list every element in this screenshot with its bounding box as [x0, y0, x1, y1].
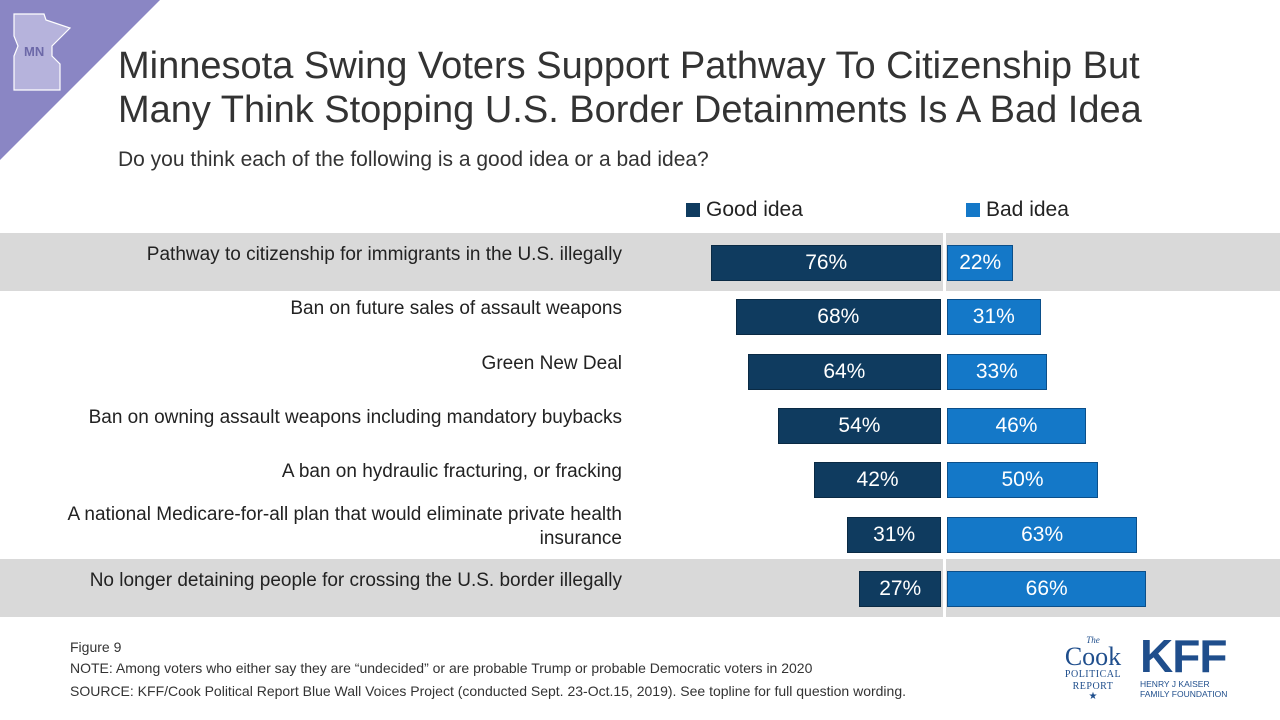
- legend-bad-label: Bad idea: [986, 198, 1069, 221]
- category-label: A national Medicare-for-all plan that wo…: [67, 503, 622, 549]
- category-label: Ban on future sales of assault weapons: [290, 298, 622, 320]
- bar-bad-idea: 50%: [947, 462, 1098, 499]
- legend-bad-swatch: [966, 203, 980, 217]
- category-label: Ban on owning assault weapons including …: [88, 406, 622, 428]
- bar-good-idea: 27%: [859, 570, 941, 607]
- kff-name: KFF: [1140, 630, 1227, 682]
- bar-good-idea: 68%: [735, 299, 941, 336]
- cook-line-1: POLITICAL: [1064, 669, 1122, 680]
- category-label: A ban on hydraulic fracturing, or fracki…: [281, 461, 622, 483]
- bar-good-idea: 54%: [777, 407, 941, 444]
- bar-good-idea: 42%: [814, 462, 941, 499]
- legend-bad: Bad idea: [966, 197, 1069, 223]
- figure-number: Figure 9: [70, 639, 122, 655]
- legend-good-swatch: [686, 203, 700, 217]
- bar-bad-idea: 66%: [947, 570, 1147, 607]
- minnesota-shape-icon: [13, 13, 72, 91]
- bar-good-idea: 64%: [747, 353, 941, 390]
- kff-line-1: HENRY J KAISER: [1140, 679, 1210, 689]
- kff-logo: KFF HENRY J KAISER FAMILY FOUNDATION: [1140, 633, 1227, 699]
- cook-line-2: REPORT: [1072, 681, 1114, 692]
- bar-bad-idea: 63%: [947, 516, 1138, 553]
- footer-note: NOTE: Among voters who either say they a…: [70, 660, 813, 676]
- category-label: No longer detaining people for crossing …: [89, 569, 622, 591]
- bar-bad-idea: 31%: [947, 299, 1041, 336]
- bar-bad-idea: 46%: [947, 407, 1086, 444]
- state-badge: MN: [24, 44, 44, 59]
- title-line-1: Minnesota Swing Voters Support Pathway T…: [118, 45, 1140, 87]
- center-divider: [943, 233, 946, 621]
- legend-good: Good idea: [686, 197, 803, 223]
- bar-good-idea: 31%: [847, 516, 941, 553]
- legend-good-label: Good idea: [706, 198, 803, 221]
- cook-the: The: [1086, 635, 1100, 645]
- page-title: Minnesota Swing Voters Support Pathway T…: [118, 44, 1238, 132]
- bar-bad-idea: 22%: [947, 245, 1014, 281]
- category-label: Green New Deal: [481, 352, 622, 374]
- cook-political-report-logo: The Cook POLITICAL REPORT ★: [1058, 636, 1128, 702]
- title-line-2: Many Think Stopping U.S. Border Detainme…: [118, 89, 1142, 131]
- footer-source: SOURCE: KFF/Cook Political Report Blue W…: [70, 683, 906, 699]
- chart-subtitle: Do you think each of the following is a …: [118, 148, 709, 171]
- category-label: Pathway to citizenship for immigrants in…: [146, 244, 622, 265]
- bar-bad-idea: 33%: [947, 353, 1047, 390]
- cook-name: Cook: [1064, 642, 1122, 671]
- star-icon: ★: [1088, 691, 1098, 702]
- kff-line-2: FAMILY FOUNDATION: [1140, 689, 1228, 699]
- bar-good-idea: 76%: [711, 245, 941, 281]
- corner-banner: MN: [0, 0, 160, 160]
- row-highlight-band: [0, 233, 1280, 291]
